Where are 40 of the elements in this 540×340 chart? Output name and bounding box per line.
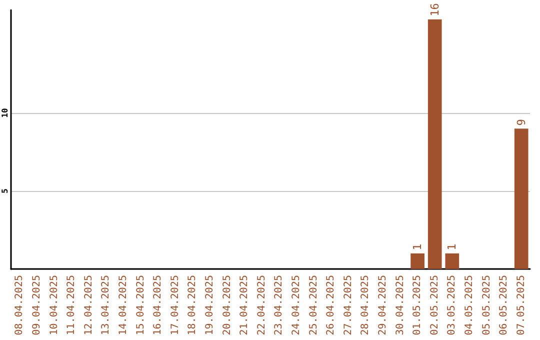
x-tick-label: 08.04.2025 — [14, 275, 26, 336]
x-tick-label: 21.04.2025 — [239, 275, 250, 336]
data-label: 9 — [514, 118, 528, 126]
x-tick-label: 29.04.2025 — [377, 275, 388, 336]
x-tick-label: 19.04.2025 — [204, 275, 216, 336]
x-tick-label: 09.04.2025 — [31, 275, 42, 336]
y-tick-label: 5 — [0, 188, 10, 194]
x-tick-label: 16.04.2025 — [152, 275, 164, 336]
bar — [428, 19, 442, 269]
x-tick-label: 24.04.2025 — [290, 275, 302, 336]
y-tick-label: 10 — [0, 108, 10, 118]
x-tick-label: 02.05.2025 — [429, 275, 440, 336]
x-tick-label: 25.04.2025 — [308, 275, 320, 336]
x-tick-label: 23.04.2025 — [274, 275, 285, 336]
x-tick-label: 28.04.2025 — [360, 275, 372, 336]
x-tick-label: 14.04.2025 — [118, 275, 129, 336]
x-tick-label: 20.04.2025 — [222, 275, 233, 336]
x-tick-label: 30.04.2025 — [394, 275, 406, 336]
bar — [445, 253, 460, 269]
x-tick-label: 15.04.2025 — [135, 275, 146, 336]
x-tick-label: 10.04.2025 — [48, 275, 60, 336]
bar — [410, 253, 424, 269]
x-tick-label: 13.04.2025 — [100, 275, 112, 336]
x-tick-label: 07.05.2025 — [516, 275, 527, 336]
x-tick-label: 27.04.2025 — [342, 275, 354, 336]
x-tick-label: 11.04.2025 — [66, 275, 78, 336]
x-tick-label: 01.05.2025 — [412, 275, 424, 336]
x-tick-label: 22.04.2025 — [256, 275, 268, 336]
x-tick-label: 18.04.2025 — [187, 275, 198, 336]
x-tick-label: 05.05.2025 — [481, 275, 492, 336]
x-tick-label: 17.04.2025 — [170, 275, 181, 336]
bar — [514, 128, 528, 269]
x-tick-label: 03.05.2025 — [446, 275, 458, 336]
x-tick-label: 26.04.2025 — [326, 275, 337, 336]
x-tick-label: 04.05.2025 — [464, 275, 475, 336]
data-label: 16 — [428, 3, 442, 16]
x-tick-label: 12.04.2025 — [83, 275, 94, 336]
data-label: 1 — [446, 244, 459, 250]
x-tick-label: 06.05.2025 — [498, 275, 510, 336]
data-label: 1 — [411, 244, 424, 250]
